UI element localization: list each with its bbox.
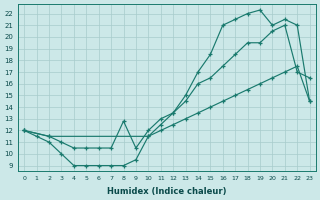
- X-axis label: Humidex (Indice chaleur): Humidex (Indice chaleur): [107, 187, 227, 196]
